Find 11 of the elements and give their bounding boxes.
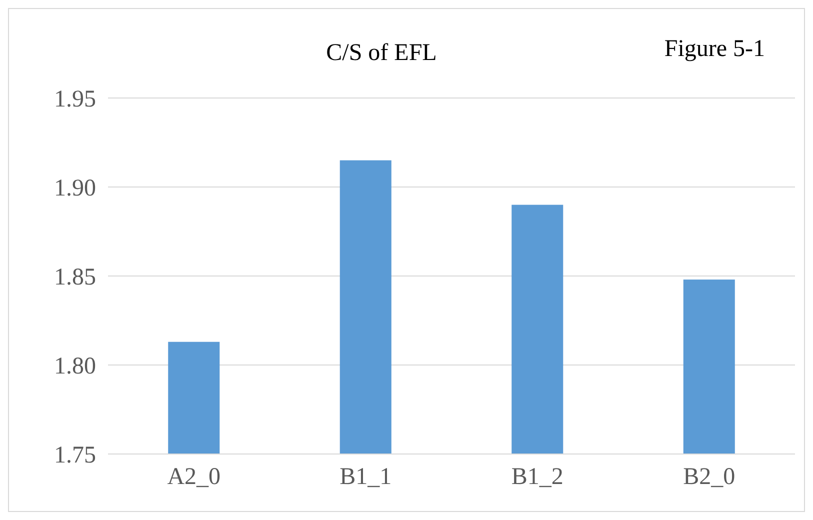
y-tick-label: 1.85 (54, 264, 96, 290)
x-tick-label: B1_1 (340, 464, 392, 490)
y-tick-label: 1.80 (54, 353, 96, 380)
chart-title: C/S of EFL (326, 40, 437, 66)
x-tick-label: B2_0 (683, 464, 736, 490)
caption: Figure 5-1 (664, 36, 765, 62)
y-tick-label: 1.75 (54, 442, 96, 468)
y-tick-label: 1.95 (54, 86, 96, 112)
y-tick-label: 1.90 (54, 175, 96, 202)
x-tick-label: B1_2 (511, 464, 564, 490)
x-tick-label: A2_0 (167, 464, 221, 490)
